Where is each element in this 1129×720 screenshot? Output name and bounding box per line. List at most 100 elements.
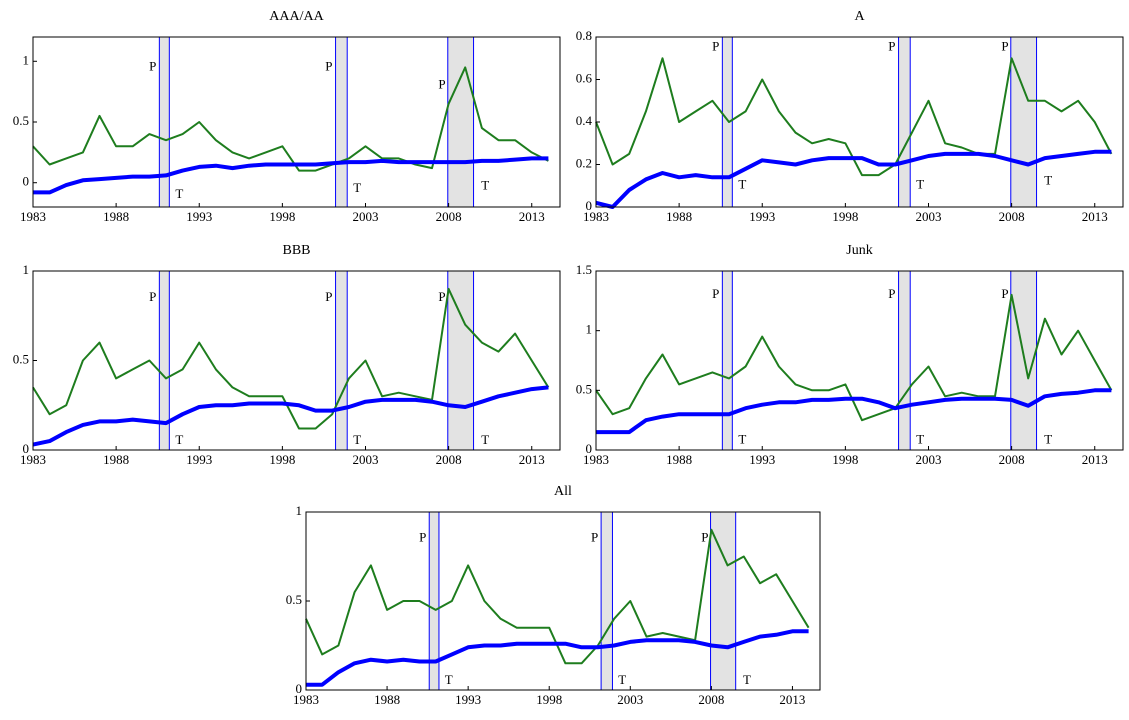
x-tick-label: 2008 (436, 452, 462, 467)
recession-band (158, 36, 170, 208)
x-tick-label: 2003 (352, 452, 378, 467)
annotation: T (445, 672, 453, 687)
x-tick-label: 1993 (455, 692, 481, 707)
annotation: P (438, 77, 445, 92)
recession-band (898, 36, 911, 208)
recession-band (721, 270, 733, 451)
y-tick-label: 1 (23, 52, 30, 67)
recession-band (898, 270, 911, 451)
recession-band (600, 511, 613, 691)
x-tick-label: 2013 (519, 452, 545, 467)
series-line (306, 629, 809, 687)
annotation: P (149, 289, 156, 304)
series-line (32, 385, 549, 447)
panel-title: A (854, 9, 865, 24)
x-tick-label: 1983 (583, 209, 609, 224)
annotation: P (325, 289, 332, 304)
annotation: T (738, 431, 746, 446)
annotation: T (916, 177, 924, 192)
annotation: T (175, 432, 183, 447)
annotation: T (743, 672, 751, 687)
y-tick-label: 0.4 (576, 113, 593, 128)
panel-title: BBB (282, 243, 310, 258)
annotation: P (419, 530, 426, 545)
annotation: T (175, 186, 183, 201)
x-tick-label: 2003 (617, 692, 643, 707)
x-tick-label: 2008 (999, 452, 1025, 467)
series-line (596, 388, 1112, 435)
panel: BBB 1983 1988 1993 1998 2003 2008 2013 0 0.5 1 P P P T… (13, 243, 561, 467)
y-tick-label: 0 (23, 174, 30, 189)
annotation: P (712, 39, 719, 54)
x-tick-label: 1988 (374, 692, 400, 707)
y-tick-label: 0 (23, 441, 30, 456)
x-tick-label: 2003 (352, 209, 378, 224)
x-tick-label: 1988 (103, 452, 129, 467)
annotation: P (701, 530, 708, 545)
x-tick-label: 1998 (269, 452, 295, 467)
x-tick-label: 1988 (666, 209, 692, 224)
x-tick-label: 2013 (779, 692, 805, 707)
annotation: P (1001, 286, 1008, 301)
annotation: P (1001, 39, 1008, 54)
y-tick-label: 0 (296, 681, 303, 696)
x-tick-label: 1998 (536, 692, 562, 707)
annotation: T (481, 177, 489, 192)
x-tick-label: 2013 (1082, 452, 1108, 467)
x-tick-label: 1983 (20, 209, 46, 224)
annotation: P (438, 289, 445, 304)
annotation: P (888, 286, 895, 301)
panel-title: All (554, 484, 572, 499)
x-tick-label: 2008 (436, 209, 462, 224)
series-line (595, 293, 1113, 422)
x-tick-label: 2003 (915, 209, 941, 224)
series-line (32, 287, 550, 430)
annotation: T (481, 432, 489, 447)
annotation: T (353, 432, 361, 447)
x-tick-label: 1993 (186, 209, 212, 224)
panel-title: AAA/AA (269, 9, 324, 24)
annotation: P (149, 58, 156, 73)
x-tick-label: 1998 (269, 209, 295, 224)
x-tick-label: 1983 (20, 452, 46, 467)
y-tick-label: 0 (586, 441, 593, 456)
x-tick-label: 1988 (666, 452, 692, 467)
x-tick-label: 1993 (749, 209, 775, 224)
y-tick-label: 1.5 (576, 262, 592, 277)
y-tick-label: 0.5 (286, 592, 302, 607)
y-tick-label: 0.5 (13, 113, 29, 128)
x-tick-label: 1988 (103, 209, 129, 224)
recession-band (335, 270, 348, 451)
recession-band (335, 36, 348, 208)
y-tick-label: 0.6 (576, 70, 593, 85)
y-tick-label: 0 (586, 198, 593, 213)
panel: A 1983 1988 1993 1998 2003 2008 2013 0 0.2 0.4 0.6 0… (576, 9, 1124, 224)
x-tick-label: 1983 (583, 452, 609, 467)
x-tick-label: 2013 (1082, 209, 1108, 224)
annotation: T (738, 177, 746, 192)
annotation: T (916, 431, 924, 446)
annotation: P (325, 58, 332, 73)
x-tick-label: 1998 (832, 452, 858, 467)
y-tick-label: 1 (296, 503, 303, 518)
annotation: T (1044, 431, 1052, 446)
annotation: P (888, 39, 895, 54)
y-tick-label: 0.2 (576, 155, 592, 170)
x-tick-label: 1993 (749, 452, 775, 467)
x-tick-label: 2008 (999, 209, 1025, 224)
x-tick-label: 1983 (293, 692, 319, 707)
y-tick-label: 1 (586, 322, 593, 337)
recession-band (1010, 36, 1038, 208)
annotation: P (591, 530, 598, 545)
recession-band (710, 511, 737, 691)
x-tick-label: 2003 (915, 452, 941, 467)
plot-frame (595, 270, 1124, 451)
y-tick-label: 0.5 (576, 381, 592, 396)
annotation: T (353, 180, 361, 195)
y-tick-label: 0.8 (576, 28, 592, 43)
y-tick-label: 1 (23, 262, 30, 277)
x-tick-label: 1993 (186, 452, 212, 467)
panel: AAA/AA 1983 1988 1993 1998 2003 2008 2013 0 0.5 1 P… (13, 9, 561, 224)
y-tick-label: 0.5 (13, 351, 29, 366)
